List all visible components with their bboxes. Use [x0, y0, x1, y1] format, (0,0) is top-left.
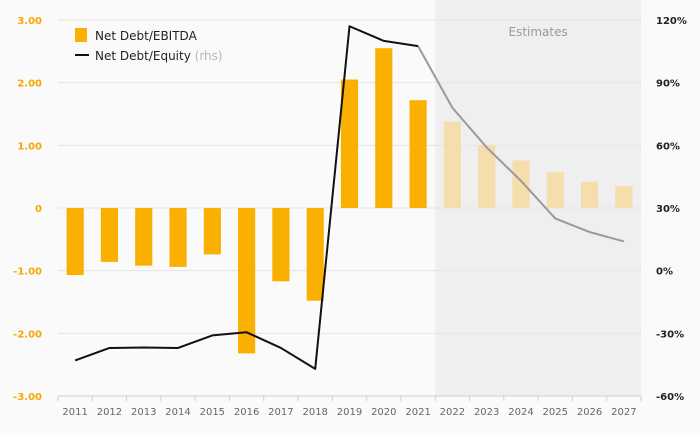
bar — [512, 160, 530, 208]
y-left-tick-label: -1.00 — [13, 267, 42, 278]
y-right-tick-label: 120% — [656, 16, 687, 27]
x-tick-label: 2027 — [611, 407, 636, 418]
y-left-tick-label: 1.00 — [17, 141, 42, 152]
y-right-tick-label: 60% — [656, 141, 680, 152]
x-tick-label: 2018 — [302, 407, 327, 418]
y-right-tick-label: 90% — [656, 79, 680, 90]
bar — [478, 145, 496, 208]
bar — [615, 186, 633, 208]
bar — [375, 48, 393, 209]
x-tick-label: 2026 — [577, 407, 602, 418]
legend-bar-label: Net Debt/EBITDA — [95, 29, 198, 43]
bars — [66, 48, 633, 354]
y-left-tick-label: 0 — [35, 204, 42, 215]
x-tick-label: 2023 — [474, 407, 499, 418]
bar — [443, 121, 461, 208]
x-tick-label: 2016 — [234, 407, 259, 418]
x-tick-label: 2011 — [62, 407, 87, 418]
y-axis-left: -3.00 -2.00 -1.00 0 1.00 2.00 3.00 — [13, 16, 42, 403]
y-right-tick-label: 30% — [656, 204, 680, 215]
x-tick-label: 2025 — [543, 407, 568, 418]
legend-line-name: Net Debt/Equity — [95, 49, 191, 63]
x-axis: 2011 2012 2013 2014 2015 2016 2017 2018 2019 2020… — [57, 395, 642, 418]
legend-line-label: Net Debt/Equity (rhs) — [95, 49, 223, 63]
bar — [306, 208, 324, 301]
estimates-region — [435, 0, 641, 396]
y-left-tick-label: 2.00 — [17, 79, 42, 90]
x-tick-label: 2020 — [371, 407, 396, 418]
bar — [340, 79, 359, 209]
y-right-tick-label: -30% — [656, 329, 684, 340]
line-estimate — [417, 45, 625, 243]
y-axis-right: -60% -30% 0% 30% 60% 90% 120% — [656, 16, 687, 403]
legend-bar-swatch — [75, 28, 87, 42]
x-tick-label: 2019 — [337, 407, 362, 418]
bar — [169, 208, 187, 267]
x-tick-label: 2012 — [97, 407, 122, 418]
line-series — [74, 25, 625, 370]
x-tick-label: 2022 — [440, 407, 465, 418]
x-tick-label: 2013 — [131, 407, 156, 418]
legend: Net Debt/EBITDA Net Debt/Equity (rhs) — [75, 28, 223, 63]
y-right-tick-label: -60% — [656, 392, 684, 403]
bar — [66, 208, 84, 276]
bar — [580, 181, 599, 208]
x-tick-label: 2017 — [268, 407, 293, 418]
y-left-tick-label: -3.00 — [13, 392, 42, 403]
bar — [409, 100, 427, 208]
x-tick-label: 2024 — [508, 407, 533, 418]
estimates-label: Estimates — [508, 25, 567, 39]
bar — [238, 208, 256, 354]
bar — [100, 208, 119, 262]
x-tick-label: 2021 — [405, 407, 430, 418]
y-left-tick-label: 3.00 — [17, 16, 42, 27]
legend-line-suffix: (rhs) — [195, 49, 223, 63]
y-right-tick-label: 0% — [656, 267, 673, 278]
bar — [272, 208, 290, 282]
x-tick-label: 2014 — [165, 407, 190, 418]
bar — [546, 172, 564, 208]
line-actual — [74, 25, 419, 370]
bar — [203, 208, 221, 255]
x-tick-label: 2015 — [200, 407, 225, 418]
y-left-tick-label: -2.00 — [13, 329, 42, 340]
bar — [135, 208, 153, 266]
